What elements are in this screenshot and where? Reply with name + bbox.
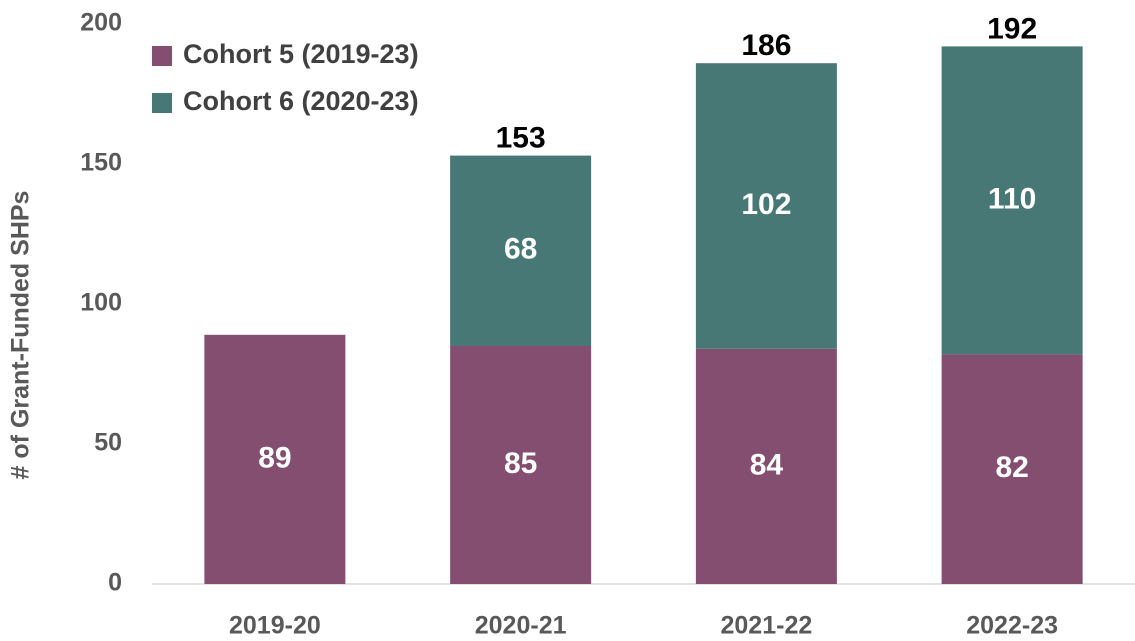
bar-segment [450, 155, 592, 346]
y-tick-label: 150 [80, 149, 122, 177]
total-label: 192 [987, 12, 1037, 45]
data-label: 84 [750, 448, 784, 481]
x-tick-label: 2022-23 [966, 612, 1058, 640]
x-tick-label: 2021-22 [721, 612, 813, 640]
data-label: 89 [258, 441, 291, 474]
data-label: 85 [504, 447, 537, 480]
legend-label: Cohort 5 (2019-23) [183, 39, 419, 69]
y-tick-label: 50 [94, 429, 122, 457]
data-label: 102 [741, 188, 791, 221]
bar-segment [941, 354, 1083, 584]
data-label: 82 [995, 451, 1028, 484]
y-tick-label: 200 [80, 9, 122, 37]
data-label: 110 [988, 182, 1036, 215]
legend-swatch [152, 46, 172, 66]
x-tick-label: 2019-20 [229, 612, 321, 640]
bar-segment [941, 46, 1083, 355]
data-label: 68 [504, 233, 537, 266]
total-label: 186 [741, 29, 791, 62]
y-axis-label: # of Grant-Funded SHPs [7, 191, 35, 480]
y-tick-label: 0 [108, 569, 122, 597]
legend-label: Cohort 6 (2020-23) [183, 86, 419, 116]
y-tick-label: 100 [80, 289, 122, 317]
x-tick-label: 2020-21 [475, 612, 567, 640]
total-label: 153 [496, 122, 546, 155]
legend-swatch [152, 93, 172, 113]
bar-segment [695, 63, 837, 349]
bar-segment [204, 334, 346, 584]
bar-segment [695, 348, 837, 584]
bar-segment [450, 346, 592, 584]
